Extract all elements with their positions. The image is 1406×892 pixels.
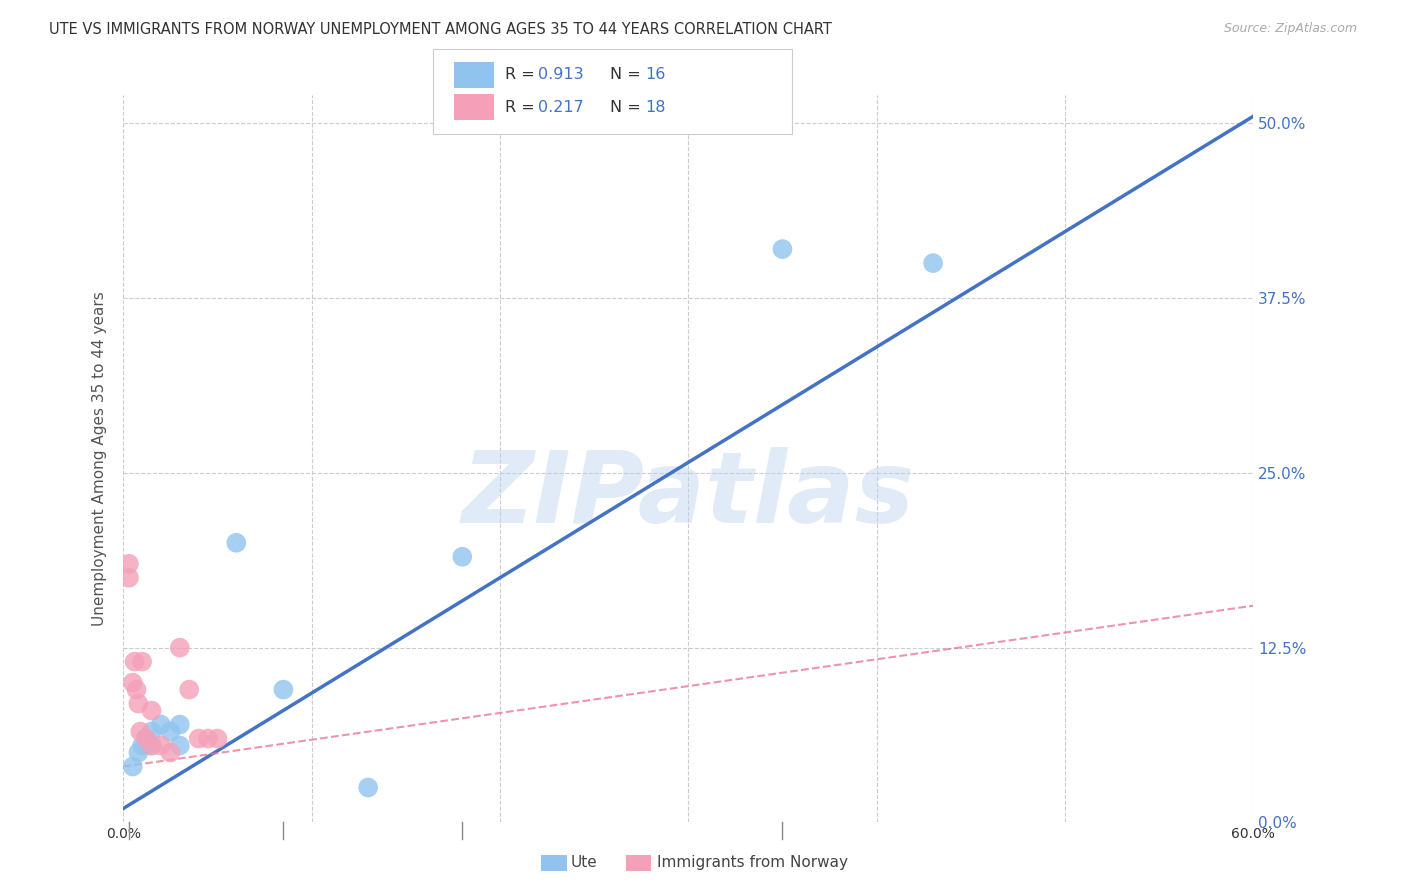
Point	[159, 724, 181, 739]
Point	[118, 557, 141, 571]
Point	[124, 655, 146, 669]
Point	[169, 739, 191, 753]
Point	[141, 739, 163, 753]
Point	[169, 717, 191, 731]
Point	[131, 655, 153, 669]
Point	[141, 739, 163, 753]
Point	[125, 682, 148, 697]
Point	[149, 739, 172, 753]
Point	[127, 746, 149, 760]
Point	[121, 759, 143, 773]
Text: R =: R =	[505, 68, 540, 82]
Y-axis label: Unemployment Among Ages 35 to 44 years: Unemployment Among Ages 35 to 44 years	[93, 292, 107, 626]
Point	[207, 731, 229, 746]
Text: R =: R =	[505, 100, 540, 114]
Point	[127, 697, 149, 711]
Point	[141, 704, 163, 718]
Point	[129, 724, 152, 739]
Point	[135, 731, 157, 746]
Point	[118, 571, 141, 585]
Text: UTE VS IMMIGRANTS FROM NORWAY UNEMPLOYMENT AMONG AGES 35 TO 44 YEARS CORRELATION: UTE VS IMMIGRANTS FROM NORWAY UNEMPLOYME…	[49, 22, 832, 37]
Text: Source: ZipAtlas.com: Source: ZipAtlas.com	[1223, 22, 1357, 36]
Point	[772, 242, 794, 256]
Point	[451, 549, 474, 564]
Text: 0.217: 0.217	[538, 100, 585, 114]
Point	[131, 739, 153, 753]
Point	[179, 682, 201, 697]
Point	[187, 731, 209, 746]
Point	[225, 535, 247, 549]
Point	[273, 682, 295, 697]
Text: 0.913: 0.913	[538, 68, 583, 82]
Text: 18: 18	[645, 100, 666, 114]
Point	[159, 746, 181, 760]
Point	[922, 256, 945, 270]
Point	[169, 640, 191, 655]
Point	[141, 724, 163, 739]
Point	[121, 675, 143, 690]
Text: Immigrants from Norway: Immigrants from Norway	[657, 855, 848, 870]
Text: N =: N =	[610, 68, 647, 82]
Point	[135, 731, 157, 746]
Point	[149, 717, 172, 731]
Text: N =: N =	[610, 100, 647, 114]
Text: 16: 16	[645, 68, 665, 82]
Point	[197, 731, 219, 746]
Text: Ute: Ute	[571, 855, 598, 870]
Point	[357, 780, 380, 795]
Text: ZIPatlas: ZIPatlas	[461, 447, 915, 544]
